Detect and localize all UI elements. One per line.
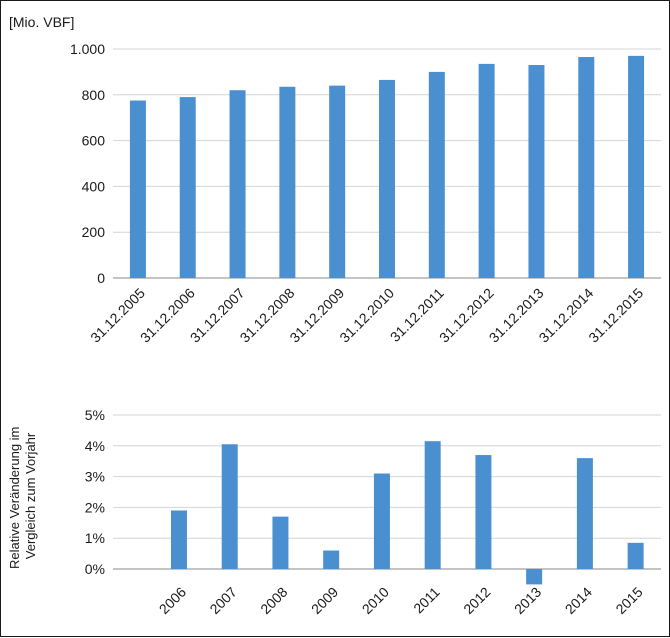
y-tick-label: 4% xyxy=(85,438,105,454)
x-tick-label: 2014 xyxy=(562,584,595,617)
bar xyxy=(627,542,644,569)
x-tick-label: 2012 xyxy=(460,584,493,617)
y-tick-label: 200 xyxy=(82,224,106,240)
bar xyxy=(379,79,395,278)
x-tick-label: 2015 xyxy=(612,584,645,617)
bar xyxy=(329,85,346,278)
y-axis-title-line-2: Vergleich zum Vorjahr xyxy=(23,432,38,559)
bar xyxy=(179,97,196,278)
y-axis-title: Relative Veränderung im Vergleich zum Vo… xyxy=(7,423,38,569)
bar xyxy=(576,458,593,569)
bar xyxy=(272,516,289,569)
x-tick-label: 2007 xyxy=(206,584,239,617)
bar xyxy=(170,510,187,569)
y-tick-label: 1.000 xyxy=(70,41,105,57)
bar xyxy=(323,550,340,569)
x-tick-label: 2013 xyxy=(511,584,544,617)
y-tick-label: 800 xyxy=(82,87,106,103)
bar xyxy=(424,441,441,569)
bar xyxy=(229,90,246,278)
y-tick-label: 0% xyxy=(85,561,105,577)
x-tick-label: 2008 xyxy=(257,584,290,617)
y-tick-label: 600 xyxy=(82,133,106,149)
unit-label: [Mio. VBF] xyxy=(9,14,74,30)
y-tick-label: 400 xyxy=(82,178,106,194)
vehicle-count-bar-chart: [Mio. VBF] 02004006008001.00031.12.20053… xyxy=(9,14,661,346)
bar xyxy=(129,100,146,279)
bar xyxy=(526,569,543,585)
y-tick-label: 1% xyxy=(85,530,105,546)
x-tick-label: 2010 xyxy=(359,584,392,617)
bar xyxy=(428,71,445,279)
bar xyxy=(221,444,238,569)
y-tick-label: 5% xyxy=(85,407,105,423)
bar xyxy=(478,63,495,279)
y-tick-label: 3% xyxy=(85,469,105,485)
x-tick-label: 2009 xyxy=(308,584,341,617)
bar xyxy=(279,86,296,278)
bar xyxy=(528,65,545,278)
bar xyxy=(373,473,390,569)
y-tick-label: 0 xyxy=(97,270,105,286)
x-tick-label: 2011 xyxy=(410,584,443,617)
y-tick-label: 2% xyxy=(85,499,105,515)
bar xyxy=(628,55,645,279)
y-axis-title-line-1: Relative Veränderung im xyxy=(7,427,22,569)
bar xyxy=(475,455,492,569)
bar xyxy=(578,57,595,278)
x-tick-label: 2006 xyxy=(156,584,189,617)
